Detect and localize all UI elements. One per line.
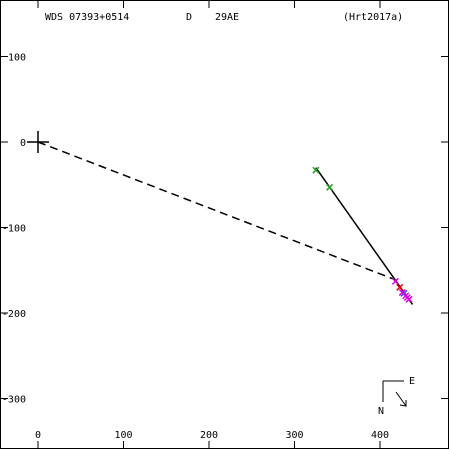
compass-north-label: N	[378, 406, 384, 417]
header-reference: (Hrt2017a)	[343, 12, 403, 23]
observation-point-cross	[326, 183, 334, 191]
header-object-id: WDS 07393+0514	[45, 12, 129, 23]
compass-arrowhead	[399, 400, 407, 407]
y-tick-label: 0	[20, 138, 26, 149]
y-tick-label: -100	[2, 224, 26, 235]
observation-point-cross	[405, 295, 413, 303]
y-tick-label: -200	[2, 309, 26, 320]
chart-lines	[37, 141, 414, 305]
observation-point-cross	[312, 166, 320, 174]
y-tick-label: 100	[8, 53, 26, 64]
compass: E N	[378, 376, 415, 417]
observation-point-cross	[391, 277, 399, 285]
dashed-line	[37, 141, 394, 280]
x-tick-label: 100	[114, 430, 132, 441]
header-grade: D	[186, 12, 192, 23]
compass-east-label: E	[409, 376, 415, 387]
compass-motion-arrow	[395, 391, 407, 407]
x-tick-label: 200	[200, 430, 218, 441]
observation-point-cross	[396, 283, 404, 291]
x-tick-label: 400	[371, 430, 389, 441]
header-discoverer: 29AE	[215, 12, 239, 23]
observation-point-cross	[398, 288, 406, 297]
y-tick-label: -300	[2, 395, 26, 406]
x-tick-label: 0	[35, 430, 41, 441]
x-tick-label: 300	[285, 430, 303, 441]
observation-marks	[27, 131, 413, 303]
